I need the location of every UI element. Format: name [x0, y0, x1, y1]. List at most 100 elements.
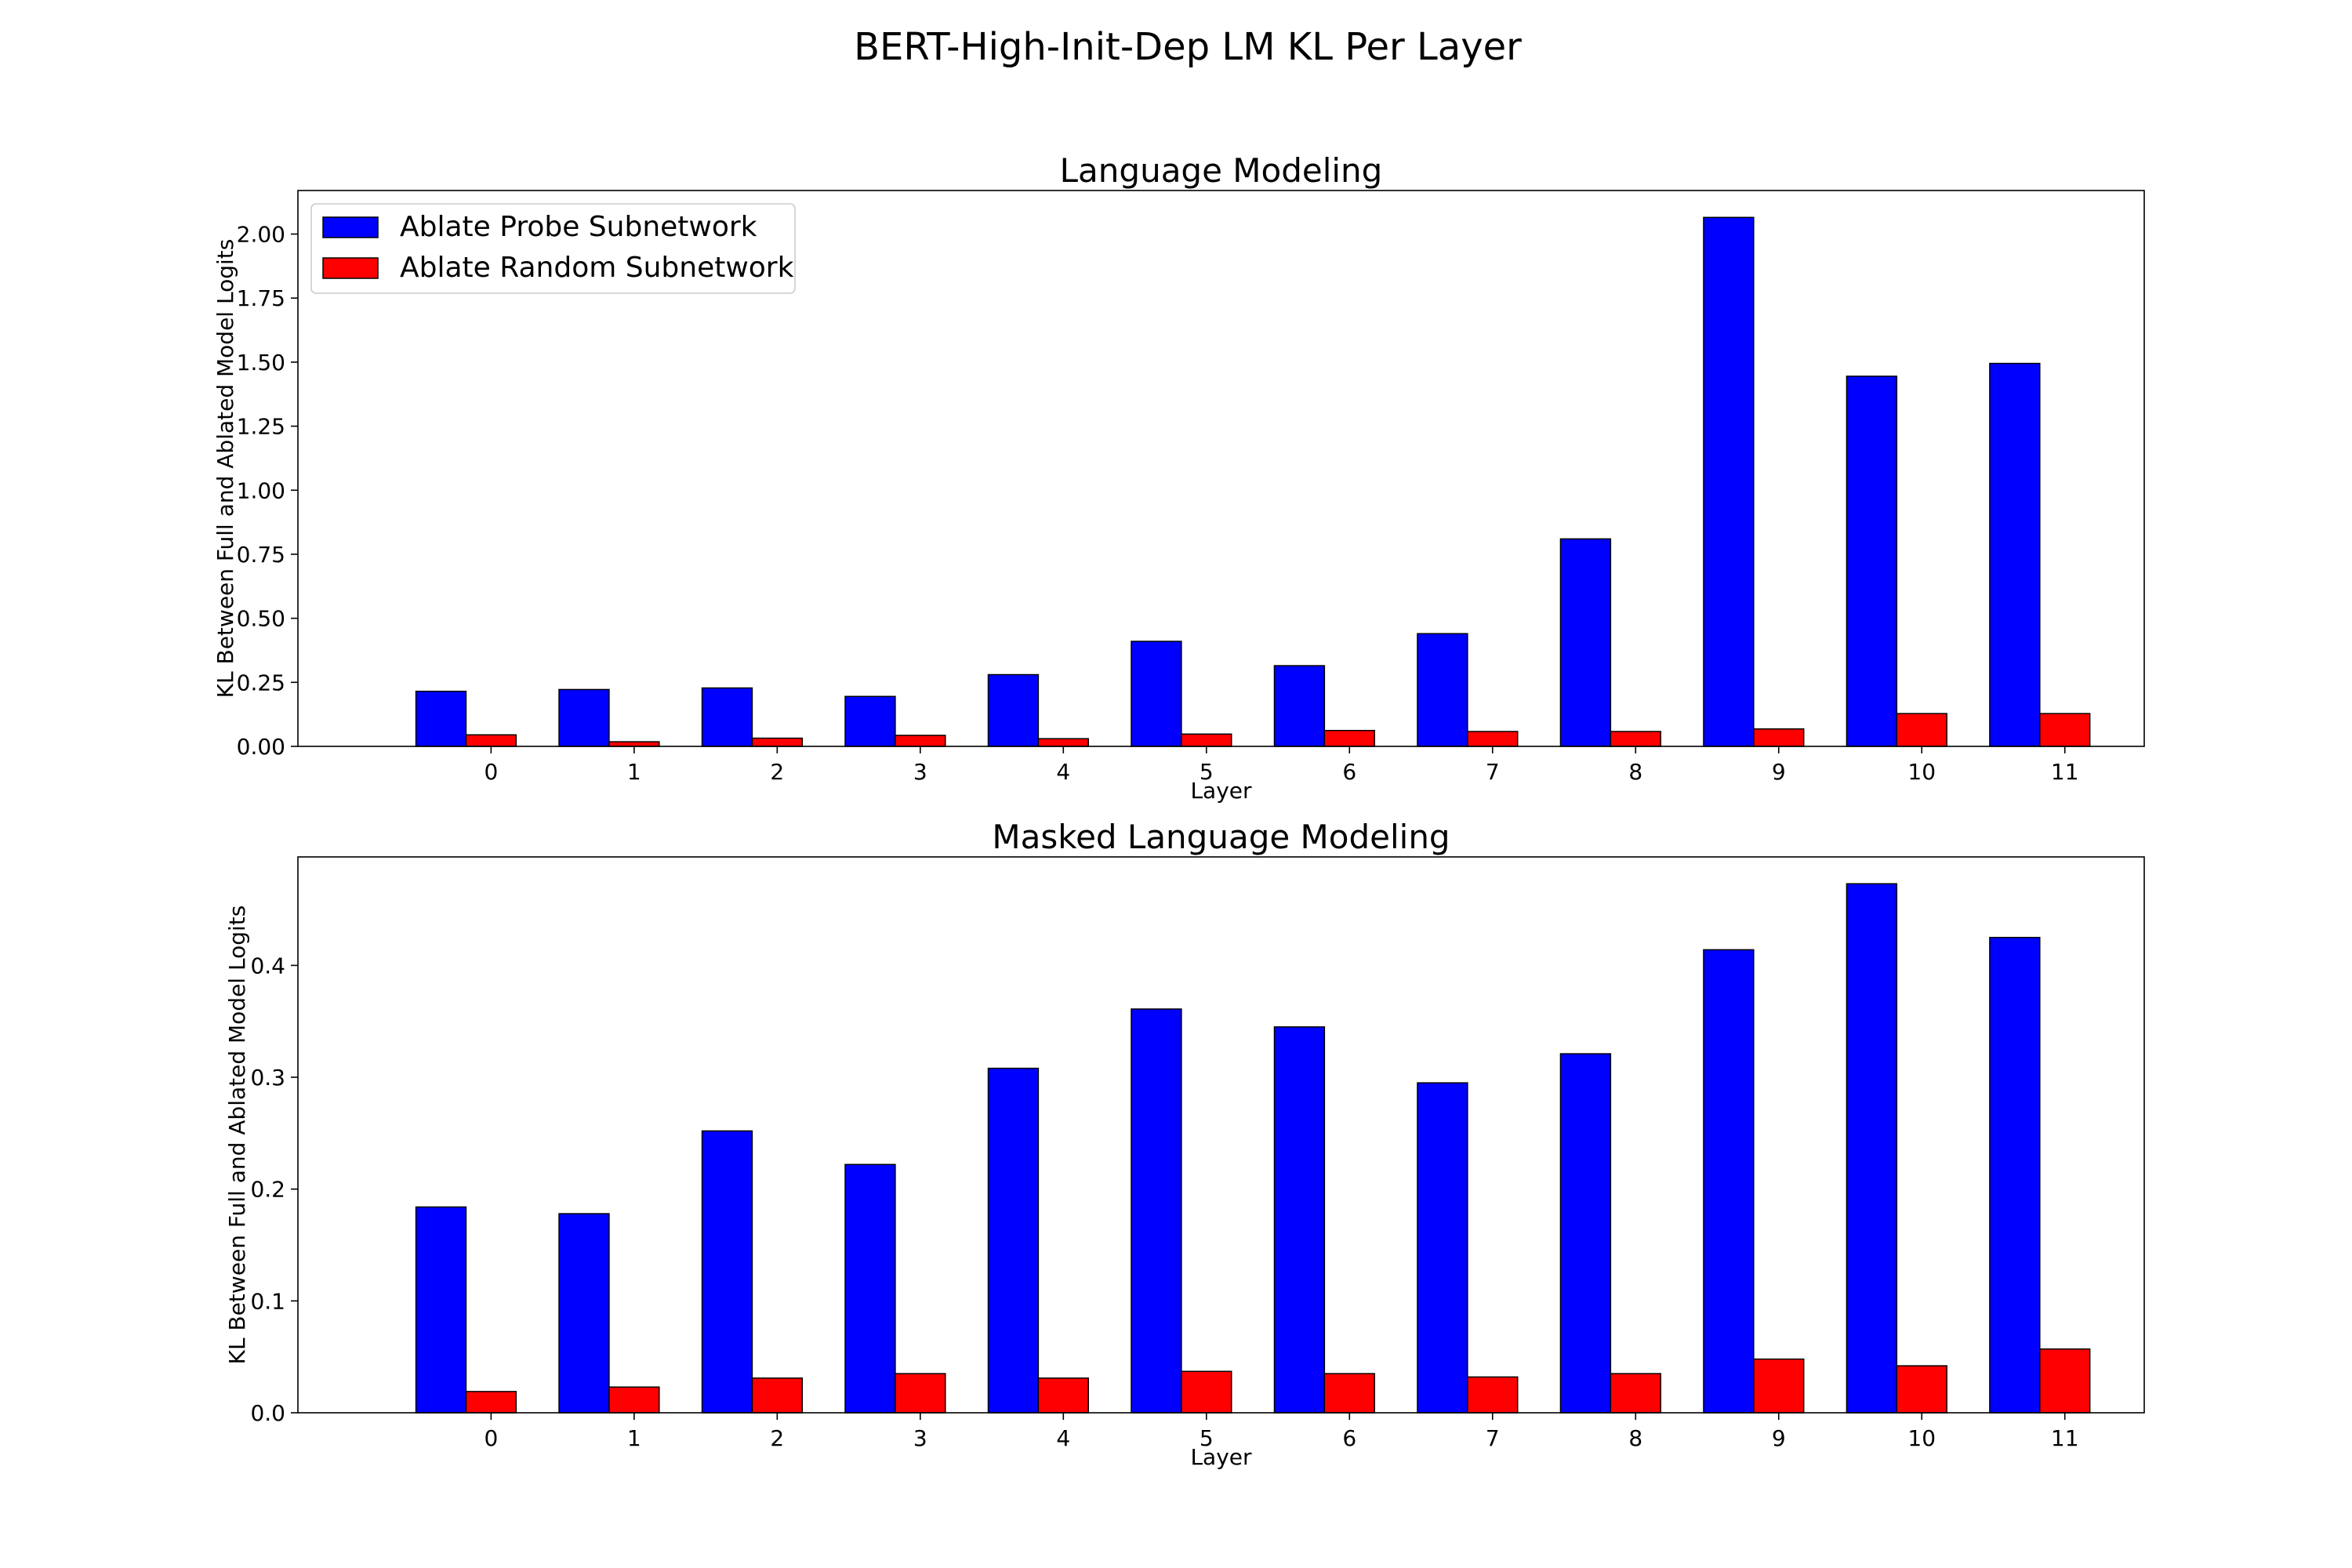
probe-bar-layer-4: [987, 1067, 1040, 1414]
probe-bar-layer-9: [1703, 949, 1755, 1414]
probe-bar-layer-10: [1846, 376, 1898, 747]
random-bar-layer-2: [751, 1377, 804, 1414]
probe-bar-layer-11: [1989, 362, 2041, 747]
random-bar-layer-8: [1610, 1373, 1661, 1414]
random-bar-layer-4: [1037, 738, 1089, 747]
random-bar-layer-10: [1896, 713, 1947, 747]
legend-swatch-probe: [322, 216, 379, 238]
masked-language-modeling-panel: 0 1 2 3 4 5 6 7 8 9 10 11 0.0 0.1 0.2 0.3 0.4 Masked Lang…: [224, 818, 2145, 1470]
x-tick-label: 7: [1486, 759, 1500, 785]
random-bar-layer-6: [1323, 1373, 1375, 1414]
x-tick-label: 1: [627, 1425, 641, 1451]
random-bar-layer-2: [751, 737, 804, 747]
x-tick-label: 2: [770, 1425, 784, 1451]
probe-bar-layer-5: [1131, 1008, 1182, 1414]
y-tick-label: 0.0: [250, 1400, 285, 1426]
y-tick-label: 1.75: [237, 285, 285, 311]
x-tick-label: 0: [484, 1425, 498, 1451]
random-bar-layer-9: [1753, 728, 1805, 747]
legend: Ablate Probe Subnetwork Ablate Random Sub…: [310, 203, 796, 294]
x-tick-label: 3: [913, 759, 927, 785]
random-bar-layer-11: [2039, 713, 2091, 747]
probe-bar-layer-1: [558, 688, 610, 747]
y-tick-label: 0.25: [237, 670, 285, 695]
random-bar-layer-9: [1753, 1358, 1805, 1414]
random-bar-layer-5: [1181, 733, 1232, 747]
x-tick-label: 6: [1342, 1425, 1356, 1451]
random-bar-layer-3: [895, 735, 946, 747]
probe-bar-layer-6: [1273, 1026, 1326, 1414]
plot-frame: [297, 856, 2145, 1414]
probe-bar-layer-0: [415, 691, 467, 747]
x-tick-label: 8: [1628, 759, 1642, 785]
random-bar-layer-0: [465, 1391, 517, 1414]
y-tick-label: 1.00: [237, 477, 285, 503]
x-tick-label: 5: [1200, 759, 1214, 785]
random-bar-layer-10: [1896, 1365, 1947, 1414]
probe-bar-layer-10: [1846, 883, 1898, 1414]
x-tick-label: 11: [2051, 1425, 2079, 1451]
x-tick-label: 3: [913, 1425, 927, 1451]
probe-bar-layer-2: [701, 687, 753, 747]
x-tick-label: 9: [1772, 759, 1786, 785]
probe-bar-layer-4: [987, 673, 1040, 747]
legend-label: Ablate Probe Subnetwork: [400, 211, 757, 243]
y-tick-label: 1.25: [237, 414, 285, 440]
y-tick-label: 1.50: [237, 350, 285, 376]
x-tick-label: 10: [1907, 759, 1936, 785]
y-tick-label: 0.4: [250, 953, 285, 978]
subplot-title: Language Modeling: [1060, 151, 1383, 190]
random-bar-layer-1: [608, 741, 660, 747]
x-tick-label: 5: [1200, 1425, 1214, 1451]
random-bar-layer-3: [895, 1373, 946, 1414]
probe-bar-layer-7: [1417, 1082, 1468, 1414]
figure-suptitle: BERT-High-Init-Dep LM KL Per Layer: [854, 25, 1522, 69]
legend-label: Ablate Random Subnetwork: [400, 252, 794, 284]
language-modeling-panel: 0 1 2 3 4 5 6 7 8 9 10 11 0.00 0.25 0.50 0.75 1.00 1.25 1.…: [212, 151, 2145, 804]
y-tick-label: 0.1: [250, 1288, 285, 1314]
plot-frame: [297, 190, 2145, 747]
probe-bar-layer-1: [558, 1213, 610, 1414]
probe-bar-layer-11: [1989, 936, 2041, 1414]
x-tick-label: 10: [1907, 1425, 1936, 1451]
y-tick-label: 0.3: [250, 1065, 285, 1091]
y-axis-label: KL Between Full and Ablated Model Logits: [224, 906, 250, 1365]
x-tick-label: 7: [1486, 1425, 1500, 1451]
random-bar-layer-11: [2039, 1348, 2091, 1414]
y-tick-label: 0.50: [237, 606, 285, 632]
y-tick-label: 0.2: [250, 1177, 285, 1203]
x-axis-label: Layer: [1190, 778, 1252, 804]
x-tick-label: 0: [484, 759, 498, 785]
random-bar-layer-5: [1181, 1370, 1232, 1414]
x-tick-label: 11: [2051, 759, 2079, 785]
random-bar-layer-4: [1037, 1377, 1089, 1414]
probe-bar-layer-5: [1131, 641, 1182, 747]
probe-bar-layer-3: [844, 1163, 896, 1414]
y-tick-label: 0.75: [237, 542, 285, 568]
probe-bar-layer-2: [701, 1130, 753, 1414]
probe-bar-layer-6: [1273, 665, 1326, 747]
x-tick-label: 9: [1772, 1425, 1786, 1451]
random-bar-layer-7: [1467, 1376, 1519, 1414]
x-tick-label: 8: [1628, 1425, 1642, 1451]
legend-swatch-random: [322, 257, 379, 279]
probe-bar-layer-9: [1703, 216, 1755, 747]
random-bar-layer-7: [1467, 731, 1519, 747]
legend-frame: [310, 203, 796, 294]
random-bar-layer-8: [1610, 731, 1661, 747]
probe-bar-layer-8: [1559, 1053, 1612, 1414]
x-tick-label: 4: [1056, 759, 1070, 785]
x-tick-label: 4: [1056, 1425, 1070, 1451]
probe-bar-layer-7: [1417, 633, 1468, 747]
x-tick-label: 2: [770, 759, 784, 785]
random-bar-layer-0: [465, 734, 517, 747]
probe-bar-layer-8: [1559, 538, 1612, 747]
y-tick-label: 2.00: [237, 222, 285, 248]
y-axis-label: KL Between Full and Ablated Model Logits: [212, 239, 238, 699]
random-bar-layer-1: [608, 1386, 660, 1414]
x-tick-label: 6: [1342, 759, 1356, 785]
x-axis-label: Layer: [1190, 1444, 1252, 1470]
probe-bar-layer-0: [415, 1206, 467, 1414]
y-tick-label: 0.00: [237, 734, 285, 760]
